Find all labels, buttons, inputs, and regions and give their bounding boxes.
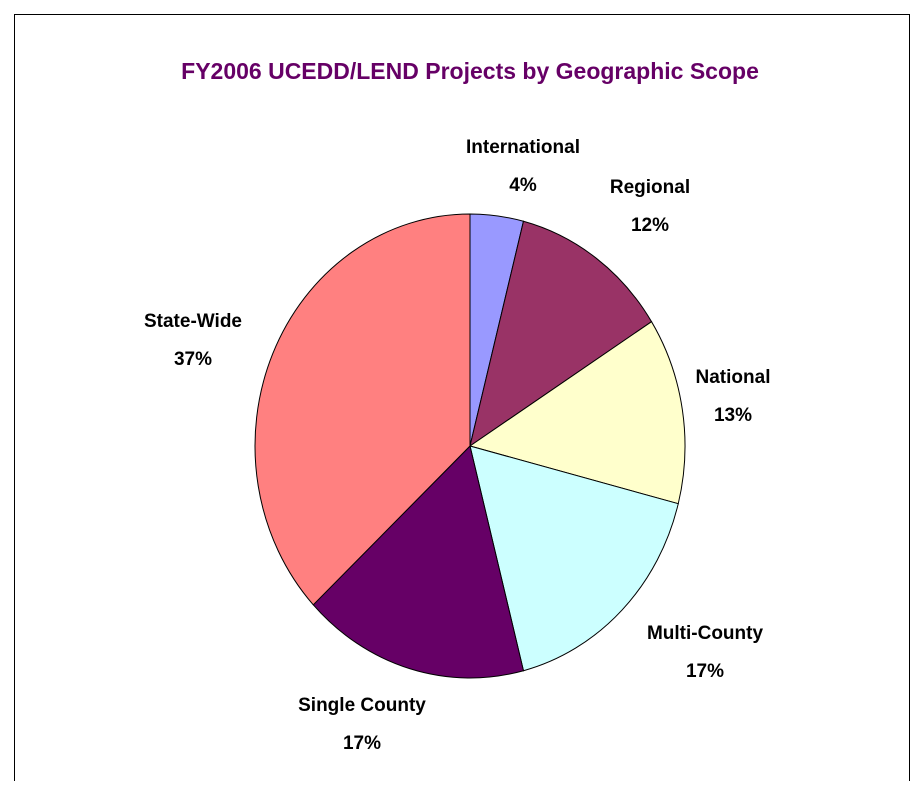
slice-value-label: 4% — [509, 175, 537, 196]
pie-slice — [469, 445, 679, 672]
slice-label: National — [696, 367, 771, 388]
slice-label: State-Wide — [144, 311, 242, 332]
slice-label: Regional — [610, 177, 690, 198]
slice-label: Multi-County — [647, 623, 764, 644]
slice-value-label: 13% — [714, 405, 752, 426]
chart-title: FY2006 UCEDD/LEND Projects by Geographic… — [181, 58, 759, 84]
slice-value-label: 17% — [343, 733, 381, 754]
pie-slice — [469, 220, 653, 448]
pie-slice — [312, 445, 525, 679]
slice-label: Single County — [298, 695, 426, 716]
slice-value-label: 37% — [174, 349, 212, 370]
slice-value-label: 12% — [631, 215, 669, 236]
slice-value-label: 17% — [686, 661, 724, 682]
pie-slice — [468, 320, 686, 505]
pie-slice — [254, 213, 471, 606]
slice-label: International — [466, 137, 580, 158]
